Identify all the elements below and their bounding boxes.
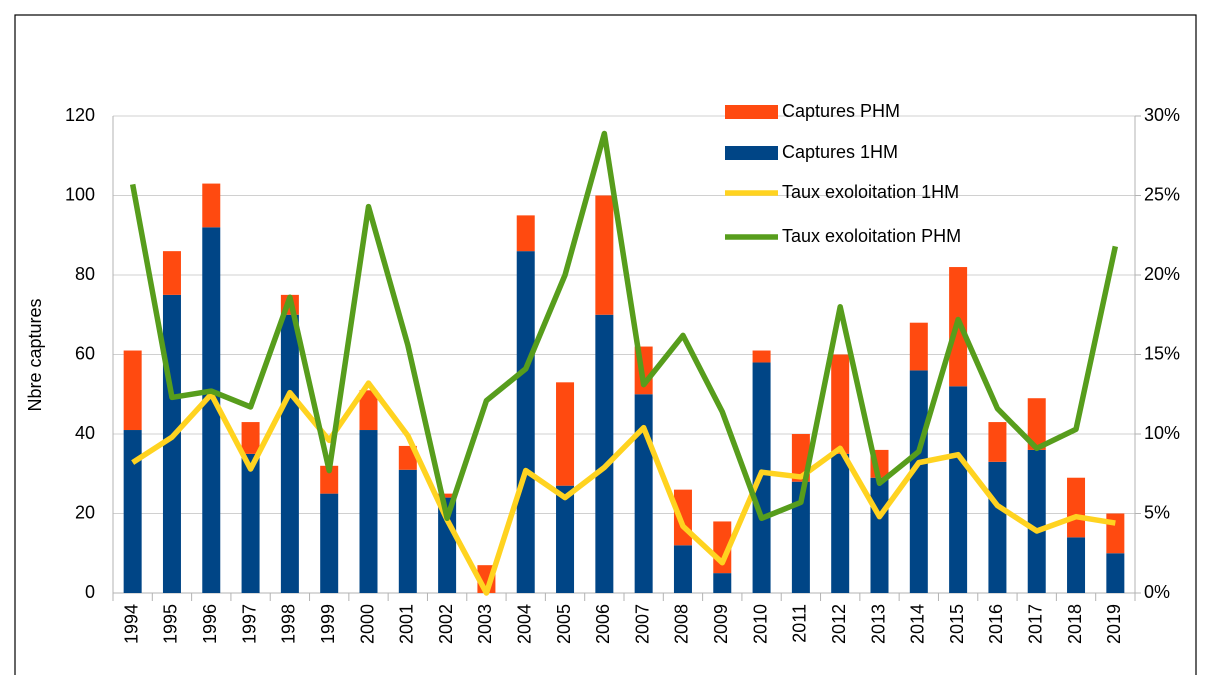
x-tick-label: 2017 [1025,604,1045,644]
y2-tick-label: 5% [1144,502,1170,522]
x-tick-label: 1998 [279,604,299,644]
bar [123,430,142,593]
x-tick-label: 2015 [947,604,967,644]
bar [673,545,692,593]
x-tick-label: 2005 [554,604,574,644]
y-tick-label: 80 [75,264,95,284]
bar [359,390,378,431]
bar [202,183,221,228]
bar [595,314,614,593]
bar [1027,398,1046,450]
bar [1067,477,1086,538]
bar [359,430,378,593]
y-tick-label: 20 [75,502,95,522]
x-tick-label: 2014 [908,604,928,644]
bar [556,382,575,486]
bar [988,422,1007,462]
x-tick-label: 1996 [200,604,220,644]
x-tick-label: 2009 [711,604,731,644]
y2-tick-label: 0% [1144,582,1170,602]
bar [162,251,181,295]
y2-tick-label: 30% [1144,105,1180,125]
bar [123,350,142,431]
x-tick-label: 2006 [593,604,613,644]
x-tick-label: 2016 [986,604,1006,644]
x-tick-label: 2010 [750,604,770,644]
legend-label: Taux exoloitation 1HM [782,182,959,202]
x-tick-label: 2002 [436,604,456,644]
legend-label: Captures PHM [782,101,900,121]
bar [949,386,968,593]
x-tick-label: 2004 [514,604,534,644]
y2-tick-label: 20% [1144,264,1180,284]
y2-tick-label: 10% [1144,423,1180,443]
x-tick-label: 1994 [121,604,141,644]
y-tick-label: 120 [65,105,95,125]
legend-swatch [725,146,778,160]
bar [241,453,260,593]
chart-border [14,14,1197,675]
bar [595,195,614,315]
y-tick-label: 60 [75,343,95,363]
x-tick-label: 2013 [868,604,888,644]
x-tick-label: 2000 [357,604,377,644]
legend-label: Taux exoloitation PHM [782,226,961,246]
bar [202,227,221,594]
bar [320,493,339,593]
bar [398,445,417,470]
line-series [131,380,1116,596]
legend-label: Captures 1HM [782,142,898,162]
bar [752,350,771,363]
x-tick-label: 1997 [239,604,259,644]
bar [909,370,928,593]
bar [280,314,299,593]
y2-tick-label: 25% [1144,184,1180,204]
x-tick-label: 2008 [672,604,692,644]
x-tick-label: 2011 [790,604,810,643]
x-tick-label: 2018 [1065,604,1085,644]
y-tick-label: 0 [85,582,95,602]
bar [516,251,535,593]
bar [870,477,889,593]
y-tick-label: 100 [65,184,95,204]
bar [1106,553,1125,593]
x-tick-label: 2012 [829,604,849,644]
bar [1027,449,1046,593]
bar [438,493,457,498]
line-series [129,130,1119,522]
bar [241,422,260,454]
bar [791,481,810,593]
x-tick-label: 2019 [1104,604,1124,644]
y-axis-title: Nbre captures [25,298,45,411]
bar [831,354,850,454]
bar [556,485,575,593]
x-tick-label: 2003 [475,604,495,644]
bar [634,394,653,593]
y2-tick-label: 15% [1144,343,1180,363]
bar [831,453,850,593]
bar [1067,537,1086,593]
bar [988,461,1007,593]
legend-swatch [725,105,778,119]
x-tick-label: 2001 [397,604,417,644]
bar [516,215,535,252]
bar [909,322,928,371]
bar [398,469,417,593]
bar [320,465,339,494]
x-tick-label: 1995 [161,604,181,644]
bar [438,497,457,593]
y-tick-label: 40 [75,423,95,443]
x-tick-label: 1999 [318,604,338,644]
bar [713,573,732,593]
x-tick-label: 2007 [632,604,652,644]
